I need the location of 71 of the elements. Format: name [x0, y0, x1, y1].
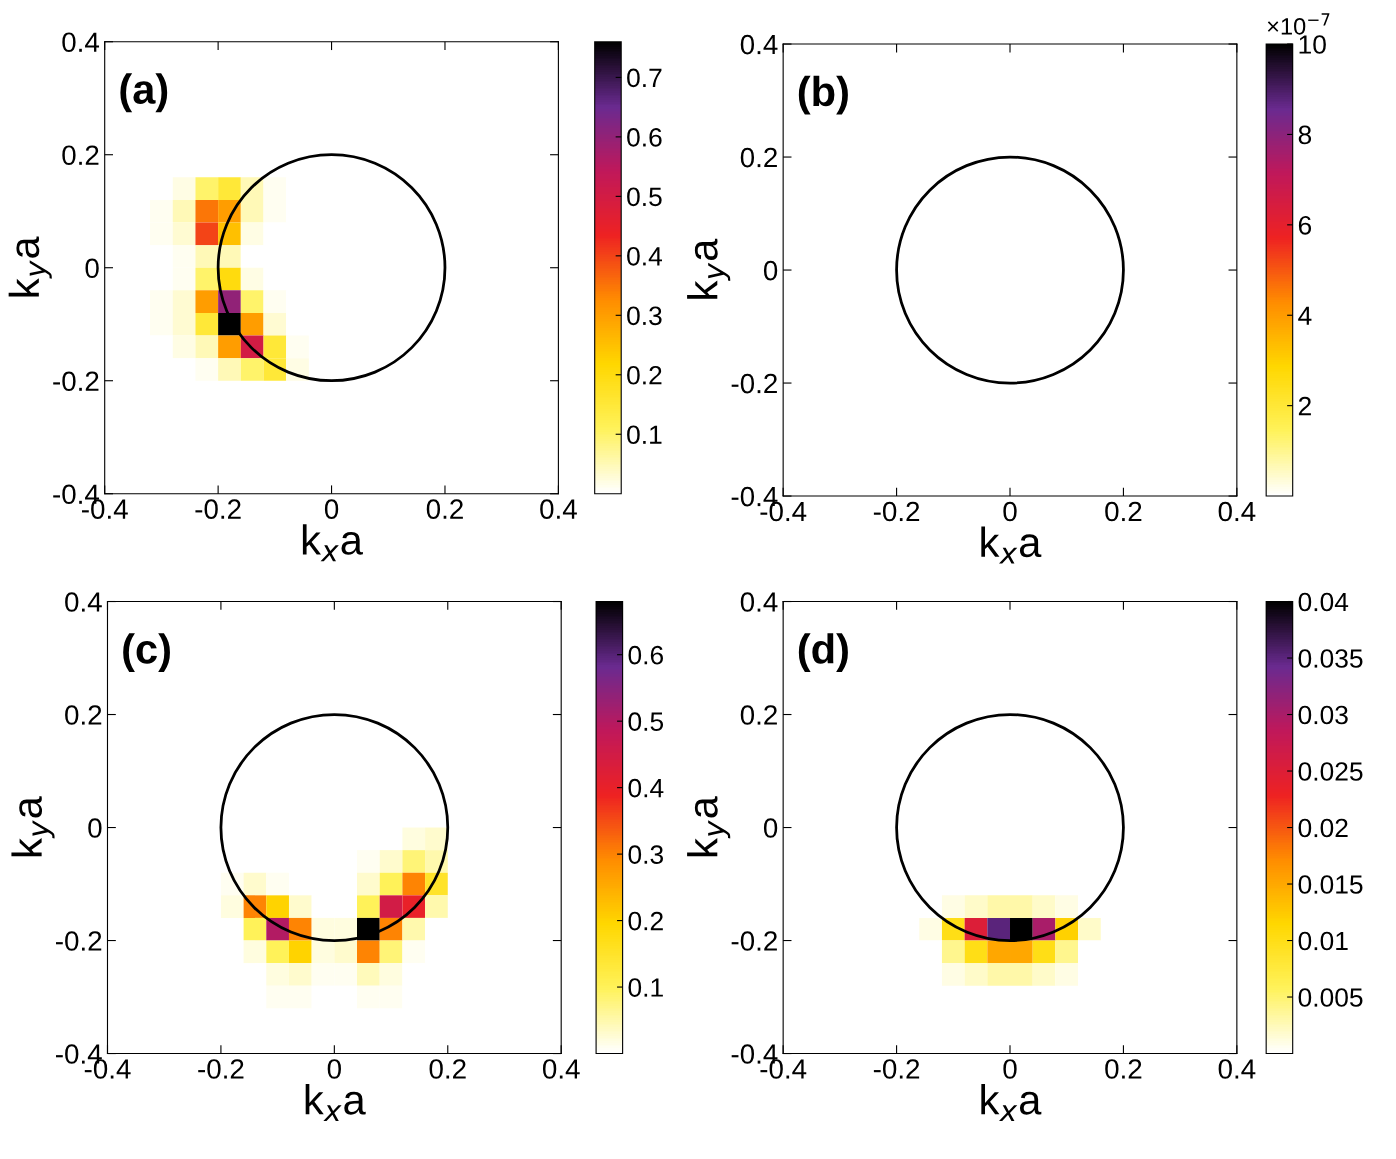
color-bar-label: 0.02 — [1298, 818, 1348, 838]
x-tick-label: 0 — [327, 1059, 341, 1079]
color-bar-label: 4 — [1298, 306, 1312, 325]
x-axis-title: k$_{x}$a — [302, 524, 363, 562]
color-bar-title: ×10$^{−7}$ — [1267, 13, 1330, 35]
annotation: (b) — [798, 75, 848, 115]
color-bar-label: 0.03 — [1298, 705, 1348, 725]
x-tick-label: 0 — [1003, 501, 1017, 522]
y-tick-label: 0.2 — [740, 147, 777, 168]
y-axis-title: k$_{y}$a — [687, 796, 731, 857]
y-tick-label: 0 — [88, 818, 102, 838]
x-tick-label: 0.4 — [1218, 1059, 1256, 1079]
y-tick-label: 0.2 — [62, 145, 99, 166]
y-axis-title: k$_{y}$a — [8, 236, 52, 297]
y-tick-label: 0.4 — [740, 592, 778, 612]
x-tick-label: 0.4 — [540, 499, 577, 519]
color-bar-label: 6 — [1298, 215, 1312, 235]
x-tick-label: 0.2 — [426, 499, 463, 519]
y-axis-title: k$_{y}$a — [687, 238, 731, 299]
x-tick-label: 0.2 — [429, 1059, 466, 1079]
annotation: (a) — [120, 73, 168, 113]
annotation: (c) — [123, 633, 170, 672]
color-bar-label: 0.6 — [627, 128, 662, 147]
x-tick-label: 0.4 — [542, 1059, 580, 1079]
color-bar-label: 0.01 — [1298, 931, 1348, 951]
x-tick-label: -0.2 — [873, 1059, 920, 1079]
color-bar-label: 0.015 — [1298, 875, 1363, 894]
color-bar-label: 0.2 — [627, 365, 662, 385]
color-bar-label: 0.025 — [1298, 762, 1363, 781]
x-tick-label: 0.2 — [1105, 1059, 1142, 1079]
y-tick-label: 0.4 — [62, 32, 100, 53]
y-tick-label: -0.2 — [53, 371, 99, 392]
color-bar-label: 0.1 — [627, 425, 662, 445]
x-axis-title: k$_{x}$a — [305, 1084, 366, 1122]
color-bar-label: 0.2 — [628, 911, 663, 931]
color-bar-label: 0.7 — [627, 68, 662, 88]
x-tick-label: -0.2 — [195, 499, 241, 519]
color-bar-label: 0.6 — [628, 645, 663, 665]
color-bar-label: 0.035 — [1298, 649, 1363, 668]
color-bar-label: 8 — [1298, 125, 1312, 145]
y-tick-label: -0.2 — [731, 931, 777, 951]
color-bar-label: 0.4 — [627, 246, 662, 266]
x-tick-label: -0.2 — [198, 1059, 244, 1079]
y-tick-label: -0.2 — [56, 931, 102, 951]
x-axis-title: k$_{x}$a — [981, 1084, 1042, 1122]
x-axis-title: k$_{x}$a — [981, 526, 1042, 564]
color-bar-label: 0.3 — [628, 845, 663, 864]
y-tick-label: 0.2 — [65, 705, 102, 725]
y-tick-label: -0.2 — [731, 373, 777, 394]
color-bar-label: 0.04 — [1298, 592, 1349, 612]
color-bar-label: 0.3 — [627, 306, 662, 326]
y-tick-label: 0 — [763, 818, 778, 838]
color-bar-label: 2 — [1298, 396, 1311, 416]
color-bar-label: 0.4 — [628, 778, 664, 798]
color-bar-label: 0.5 — [627, 187, 662, 207]
color-bar-label: 0.005 — [1298, 988, 1363, 1007]
x-tick-label: -0.2 — [873, 501, 920, 522]
y-tick-label: 0.2 — [740, 705, 777, 725]
annotation: (d) — [798, 633, 848, 672]
color-bar-label: 0.1 — [628, 978, 663, 997]
x-tick-label: 0.2 — [1105, 501, 1142, 522]
y-tick-label: 0.4 — [65, 592, 102, 612]
x-tick-label: 0 — [324, 499, 339, 519]
y-tick-label: 0.4 — [740, 34, 778, 55]
y-tick-label: 0 — [85, 258, 99, 279]
color-bar-label: 0.5 — [628, 712, 664, 731]
y-tick-label: 0 — [763, 260, 778, 281]
color-bar-label: 10 — [1299, 35, 1326, 54]
y-axis-title: k$_{y}$a — [11, 796, 55, 857]
x-tick-label: 0.4 — [1218, 501, 1256, 522]
x-tick-label: 0 — [1003, 1059, 1017, 1079]
